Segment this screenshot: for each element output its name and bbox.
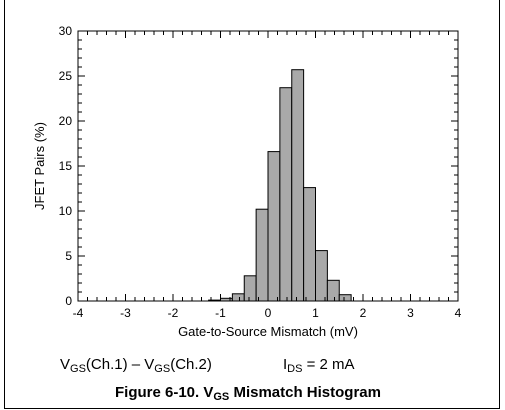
histogram-bar: [279, 87, 293, 302]
histogram-bar: [255, 208, 269, 302]
histogram-chart: -4 -3 -2 -1 0 1 2 3 4 0 5 10 15 20 25 30 Gate-to-Source…: [32, 24, 462, 339]
histogram-bar: [267, 151, 281, 302]
tick-labels-group: -4 -3 -2 -1 0 1 2 3 4 0 5 10 15 20 25 30: [59, 24, 462, 320]
x-tick-label: -2: [168, 306, 179, 320]
figure-frame: [4, 0, 500, 409]
x-tick-label: 3: [407, 306, 414, 320]
histogram-bar: [303, 187, 316, 302]
y-tick-label: 25: [59, 69, 73, 83]
test-condition: IDS = 2 mA: [283, 356, 355, 375]
y-tick-label: 20: [59, 114, 73, 128]
y-tick-label: 15: [59, 159, 73, 173]
y-tick-label: 0: [65, 294, 72, 308]
x-tick-label: 2: [360, 306, 367, 320]
histogram-bar: [338, 294, 352, 302]
x-tick-label: 4: [455, 306, 462, 320]
x-tick-label: -3: [120, 306, 131, 320]
mismatch-formula: VGS(Ch.1) – VGS(Ch.2): [60, 356, 212, 375]
ticks-group: [77, 30, 459, 302]
histogram-bar: [243, 275, 257, 302]
y-tick-label: 30: [59, 24, 73, 38]
x-tick-label: -4: [73, 306, 84, 320]
figure-caption: Figure 6-10. VGS Mismatch Histogram: [115, 384, 381, 403]
x-axis-title: Gate-to-Source Mismatch (mV): [178, 324, 358, 339]
y-axis-title: JFET Pairs (%): [32, 122, 47, 210]
bars-group: [208, 69, 352, 302]
x-tick-label: 1: [312, 306, 319, 320]
histogram-bar: [315, 250, 328, 302]
x-tick-label: -1: [215, 306, 226, 320]
histogram-bar: [291, 69, 305, 302]
y-tick-label: 10: [59, 204, 73, 218]
histogram-bar: [231, 293, 245, 302]
x-tick-label: 0: [265, 306, 272, 320]
histogram-bar: [326, 279, 340, 302]
y-tick-label: 5: [65, 249, 72, 263]
